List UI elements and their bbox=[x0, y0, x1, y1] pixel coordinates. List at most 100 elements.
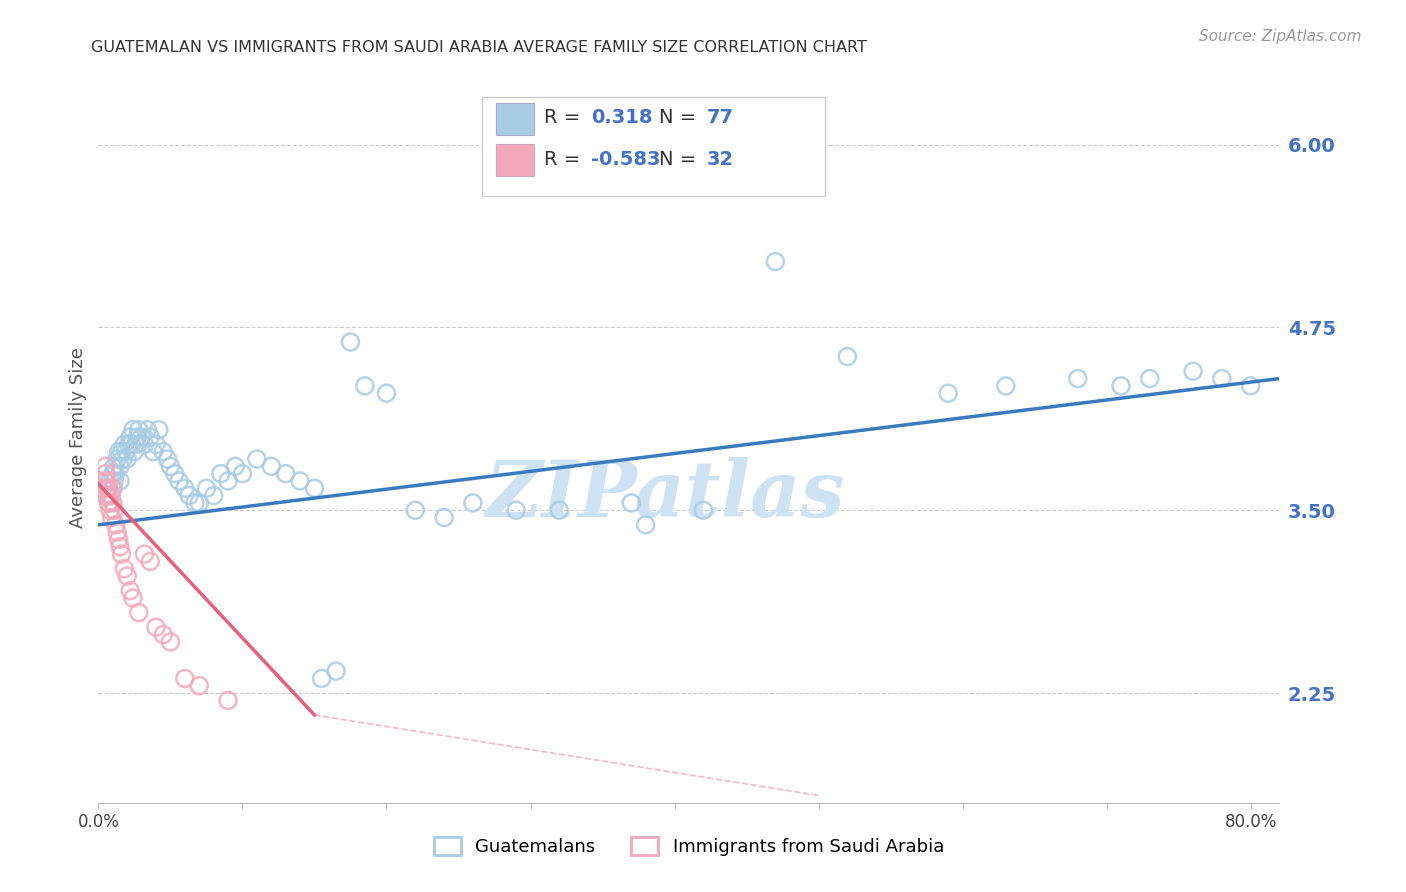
Point bbox=[505, 503, 527, 517]
Point bbox=[94, 459, 117, 474]
Point bbox=[173, 672, 195, 686]
Point bbox=[260, 459, 283, 474]
Text: N =: N = bbox=[659, 150, 703, 169]
Point bbox=[163, 467, 186, 481]
Point bbox=[101, 481, 124, 495]
Point bbox=[131, 430, 153, 444]
Point bbox=[128, 423, 150, 437]
Point bbox=[159, 459, 181, 474]
Point bbox=[179, 489, 201, 503]
Point bbox=[156, 452, 179, 467]
Point bbox=[274, 467, 297, 481]
Point bbox=[121, 437, 143, 451]
Point bbox=[837, 350, 859, 364]
Point bbox=[110, 444, 132, 458]
Point bbox=[217, 693, 239, 707]
Point bbox=[100, 510, 122, 524]
Point bbox=[96, 489, 118, 503]
Point bbox=[634, 517, 657, 532]
Point bbox=[1211, 371, 1233, 385]
Point bbox=[108, 459, 131, 474]
Point bbox=[98, 474, 121, 488]
Point bbox=[195, 481, 218, 495]
Point bbox=[111, 452, 134, 467]
Point bbox=[311, 672, 333, 686]
Point bbox=[325, 664, 347, 678]
Point bbox=[1182, 364, 1205, 378]
Point bbox=[120, 583, 142, 598]
Point bbox=[114, 444, 136, 458]
Point bbox=[620, 496, 643, 510]
Text: R =: R = bbox=[544, 150, 586, 169]
Point bbox=[97, 496, 120, 510]
Point bbox=[94, 467, 117, 481]
Point bbox=[103, 459, 125, 474]
Point bbox=[128, 606, 150, 620]
Point bbox=[112, 437, 135, 451]
Text: R =: R = bbox=[544, 108, 586, 127]
Point bbox=[110, 547, 132, 561]
Point bbox=[994, 379, 1017, 393]
Point bbox=[104, 517, 127, 532]
Point bbox=[173, 481, 195, 495]
Point bbox=[202, 489, 225, 503]
Text: 0.318: 0.318 bbox=[591, 108, 652, 127]
Point bbox=[105, 525, 128, 540]
Point bbox=[96, 474, 118, 488]
Point bbox=[96, 481, 118, 495]
Point bbox=[692, 503, 714, 517]
Point bbox=[145, 437, 167, 451]
Point bbox=[288, 474, 311, 488]
Point bbox=[101, 467, 124, 481]
Y-axis label: Average Family Size: Average Family Size bbox=[69, 347, 87, 527]
Point bbox=[108, 474, 131, 488]
Point bbox=[339, 334, 361, 349]
Point bbox=[184, 496, 207, 510]
Point bbox=[1067, 371, 1090, 385]
Point bbox=[217, 474, 239, 488]
Point bbox=[97, 496, 120, 510]
Point bbox=[145, 620, 167, 634]
Point bbox=[115, 569, 138, 583]
Point bbox=[404, 503, 426, 517]
Point bbox=[93, 474, 115, 488]
Point bbox=[104, 467, 127, 481]
Point bbox=[127, 430, 149, 444]
Point bbox=[107, 533, 129, 547]
Point bbox=[115, 452, 138, 467]
Point bbox=[148, 423, 170, 437]
Point bbox=[1240, 379, 1263, 393]
Point bbox=[134, 547, 156, 561]
Point bbox=[105, 452, 128, 467]
Point bbox=[354, 379, 377, 393]
Point bbox=[304, 481, 326, 495]
Point bbox=[142, 444, 165, 458]
Bar bbox=[496, 144, 534, 176]
Point bbox=[97, 481, 120, 495]
Point bbox=[125, 437, 148, 451]
Point bbox=[100, 489, 122, 503]
Text: Source: ZipAtlas.com: Source: ZipAtlas.com bbox=[1198, 29, 1361, 44]
Point bbox=[112, 562, 135, 576]
Point bbox=[134, 437, 156, 451]
Point bbox=[548, 503, 571, 517]
Point bbox=[139, 430, 162, 444]
Text: ZIPatlas: ZIPatlas bbox=[485, 458, 845, 533]
FancyBboxPatch shape bbox=[482, 97, 825, 195]
Point bbox=[159, 635, 181, 649]
Point bbox=[231, 467, 253, 481]
Text: 77: 77 bbox=[707, 108, 734, 127]
Point bbox=[1109, 379, 1132, 393]
Point bbox=[120, 430, 142, 444]
Text: -0.583: -0.583 bbox=[591, 150, 661, 169]
Point bbox=[375, 386, 398, 401]
Point bbox=[188, 679, 211, 693]
Point bbox=[122, 423, 145, 437]
Point bbox=[124, 444, 146, 458]
Point bbox=[152, 444, 174, 458]
Legend: Guatemalans, Immigrants from Saudi Arabia: Guatemalans, Immigrants from Saudi Arabi… bbox=[426, 830, 952, 863]
Point bbox=[103, 503, 125, 517]
Point bbox=[91, 481, 114, 495]
Point bbox=[433, 510, 456, 524]
Point bbox=[188, 496, 211, 510]
